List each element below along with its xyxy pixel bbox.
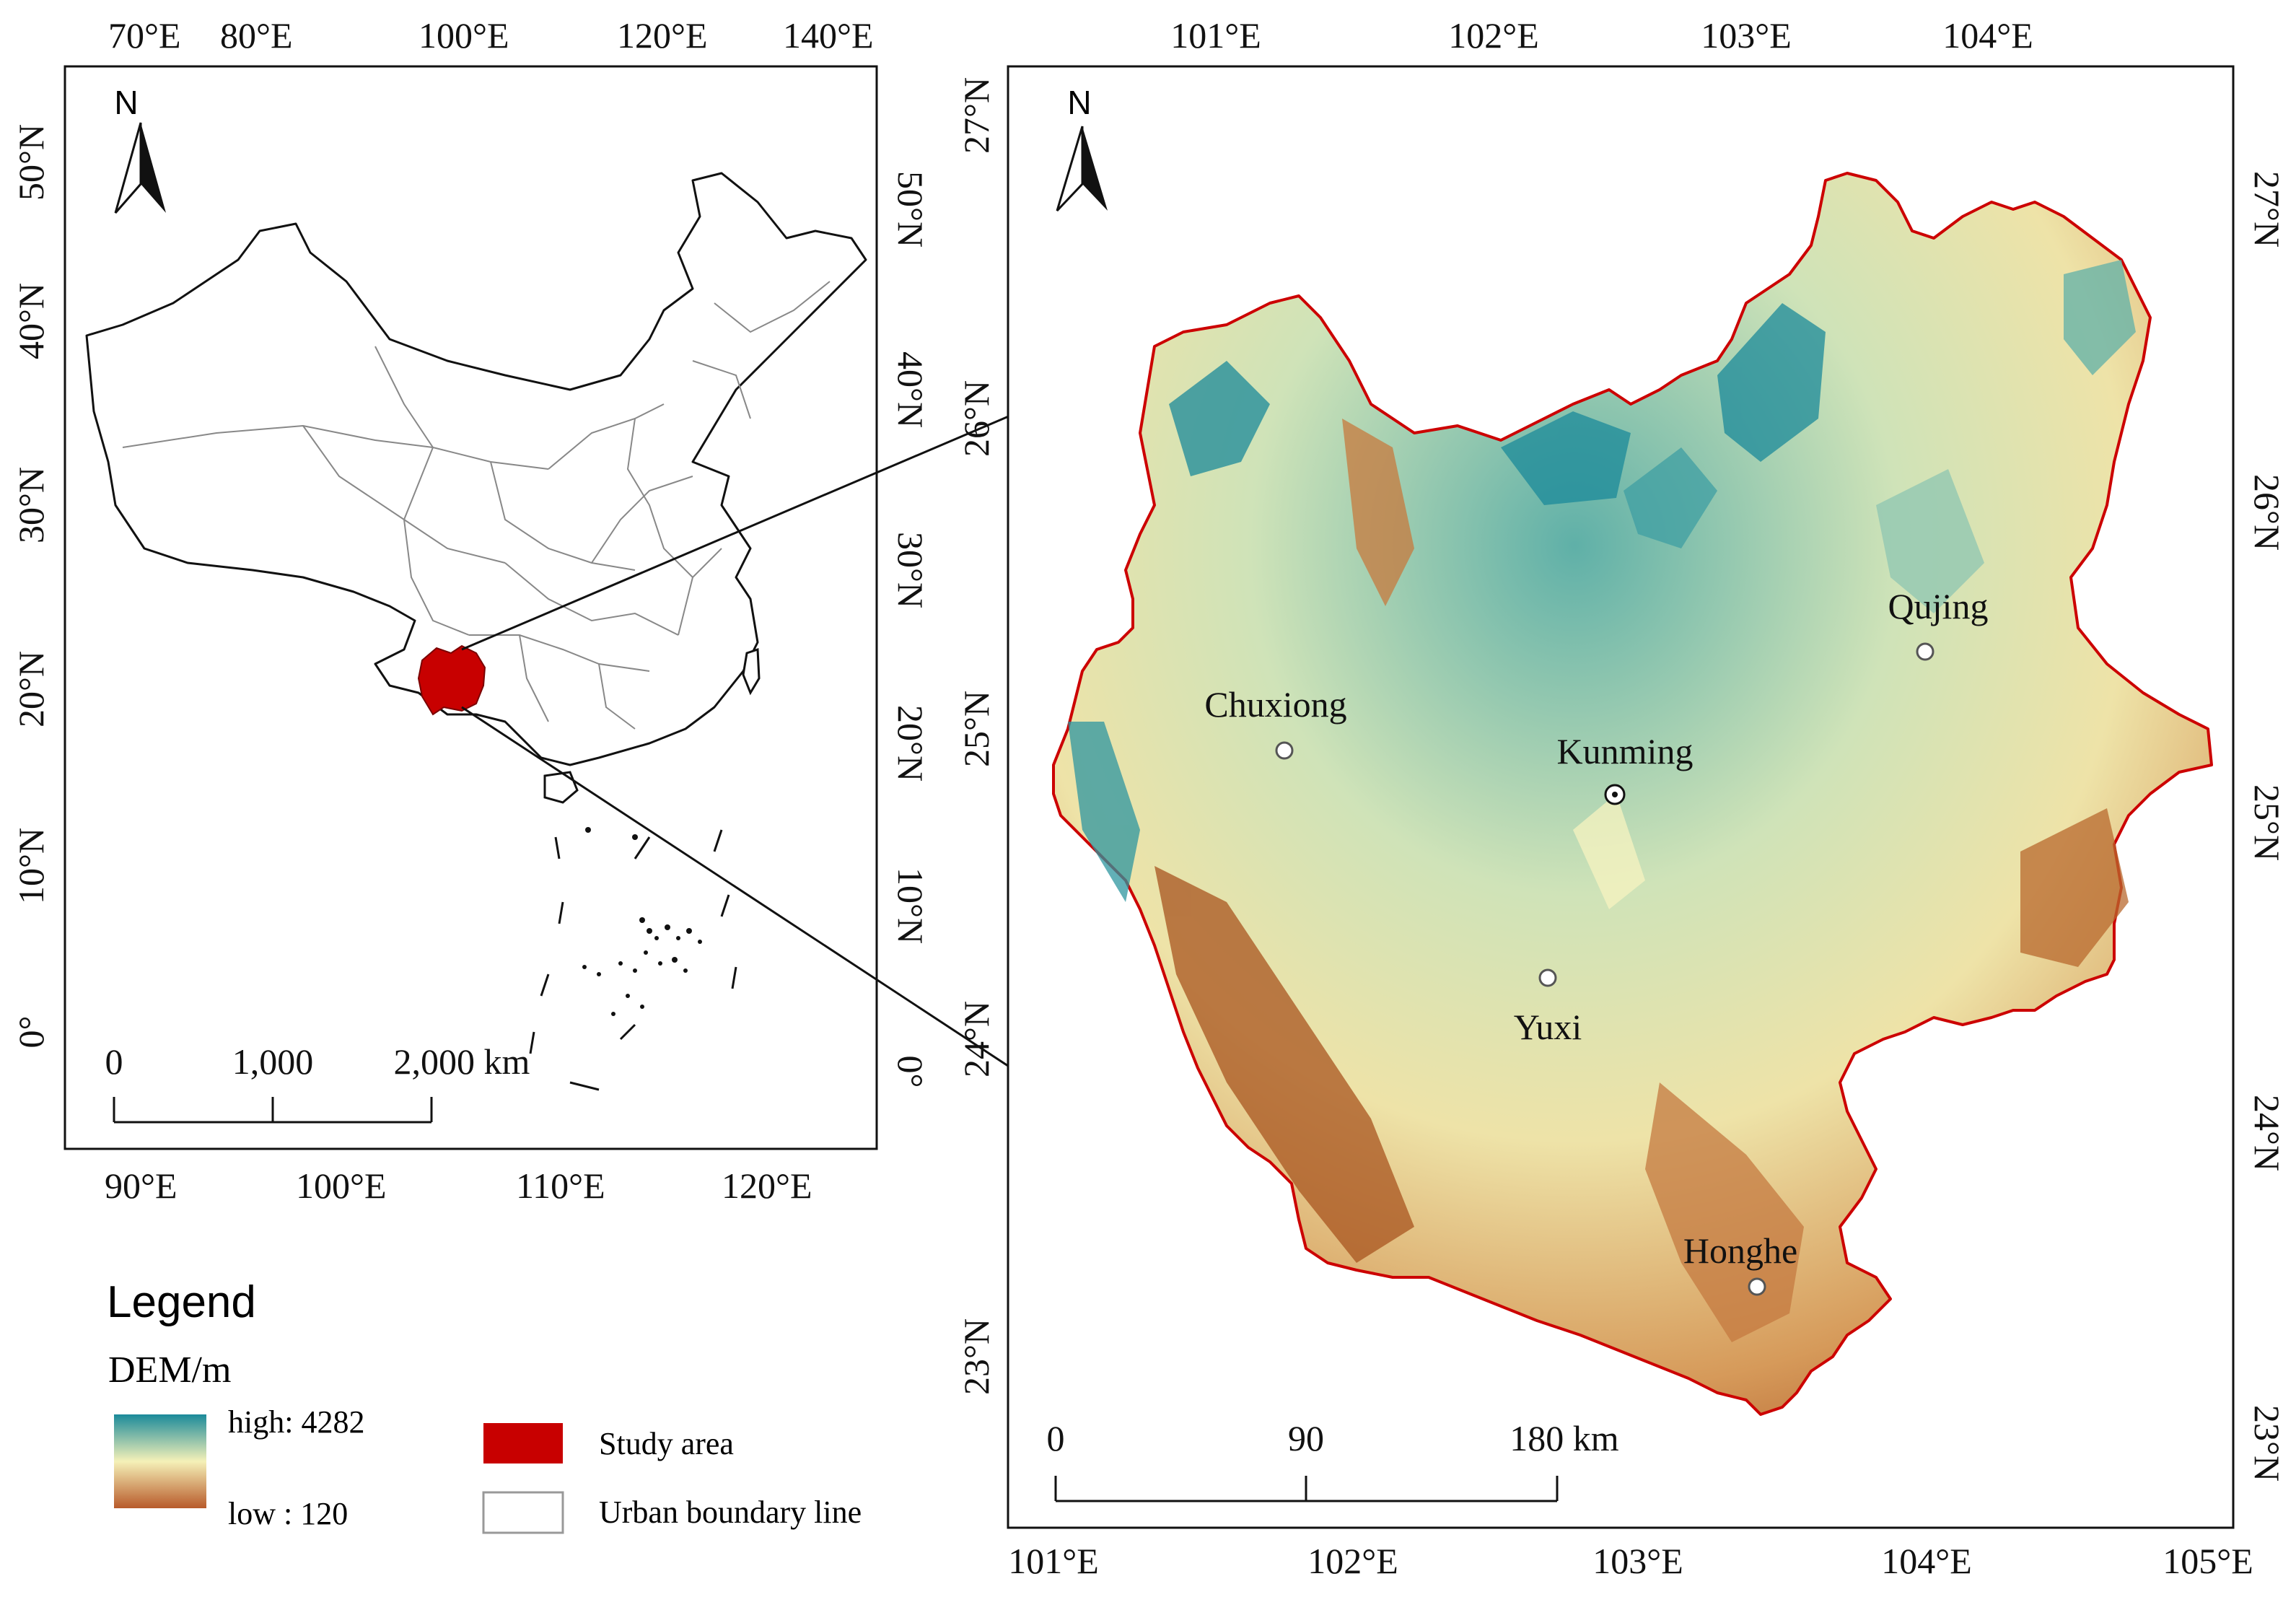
hainan-island <box>543 771 579 804</box>
china-bottom-lon-label: 110°E <box>516 1165 605 1206</box>
city-label-chuxiong: Chuxiong <box>1204 684 1346 725</box>
legend-study-area-label: Study area <box>599 1426 734 1461</box>
dem-left-lat-label: 27°N <box>956 77 996 154</box>
dem-north-arrow: N <box>1056 84 1108 212</box>
city-marker <box>1275 741 1294 760</box>
city-marker <box>1916 642 1934 661</box>
dem-top-lon-label: 101°E <box>1170 15 1261 56</box>
china-outline <box>85 172 867 766</box>
dem-bottom-lon-label: 104°E <box>1881 1541 1972 1581</box>
dem-left-lat-label: 25°N <box>956 691 996 767</box>
china-scale-bar: 0 1,000 2,000 km <box>105 1041 530 1124</box>
dem-scale-bar: 0 90 180 km <box>1047 1418 1619 1502</box>
dem-scale-label: 0 <box>1047 1418 1065 1458</box>
dem-scale-label: 90 <box>1288 1418 1324 1458</box>
china-scale-label: 1,000 <box>232 1041 314 1082</box>
dem-bottom-lon-label: 105°E <box>2163 1541 2253 1581</box>
china-left-lat-label: 30°N <box>11 467 51 543</box>
island-dots <box>582 827 702 1016</box>
dem-bottom-lon-label: 103°E <box>1592 1541 1683 1581</box>
dem-left-lat-label: 24°N <box>956 1001 996 1077</box>
legend-title: Legend <box>107 1277 256 1327</box>
china-right-lat-label: 10°N <box>890 867 931 944</box>
dem-right-lat-label: 23°N <box>2247 1405 2287 1482</box>
china-north-label: N <box>114 84 138 121</box>
dem-north-label: N <box>1067 84 1091 121</box>
dem-top-lon-label: 102°E <box>1448 15 1539 56</box>
legend-high-label: high: 4282 <box>228 1404 364 1440</box>
china-left-lat-labels: 50°N 40°N 30°N 20°N 10°N 0° <box>11 124 51 1049</box>
dem-scale-label: 180 km <box>1510 1418 1619 1458</box>
south-china-sea-islands <box>529 829 737 1091</box>
study-area-dem-map: 101°E 102°E 103°E 104°E 101°E 102°E 103°… <box>956 15 2287 1581</box>
dem-right-lat-label: 25°N <box>2247 784 2287 861</box>
china-left-lat-label: 20°N <box>11 651 51 727</box>
city-labels: Chuxiong Kunming Qujing Yuxi Honghe <box>1204 586 1988 1271</box>
china-north-arrow: N <box>114 84 166 214</box>
terrain-shading <box>1068 260 2136 1342</box>
china-left-lat-label: 40°N <box>11 283 51 359</box>
china-left-lat-label: 10°N <box>11 828 51 904</box>
city-markers <box>1275 642 1934 1296</box>
dem-color-ramp <box>114 1414 206 1508</box>
china-left-lat-label: 0° <box>11 1016 51 1049</box>
city-label-qujing: Qujing <box>1888 586 1989 626</box>
city-label-kunming: Kunming <box>1557 731 1693 771</box>
china-bottom-lon-label: 120°E <box>722 1165 812 1206</box>
china-right-lat-label: 30°N <box>890 532 931 608</box>
study-area-highlight <box>417 644 486 716</box>
dem-left-lat-label: 26°N <box>956 380 996 457</box>
city-marker <box>1538 968 1557 987</box>
china-bottom-lon-label: 90°E <box>105 1165 178 1206</box>
china-top-lon-label: 120°E <box>617 15 708 56</box>
china-top-lon-label: 100°E <box>419 15 509 56</box>
china-left-lat-label: 50°N <box>11 124 51 201</box>
dem-top-lon-label: 104°E <box>1942 15 2033 56</box>
china-top-lon-label: 140°E <box>783 15 874 56</box>
china-bottom-lon-label: 100°E <box>296 1165 387 1206</box>
study-area-swatch <box>483 1423 563 1463</box>
dem-top-lon-label: 103°E <box>1701 15 1792 56</box>
legend-dem-title: DEM/m <box>108 1349 231 1391</box>
legend-urban-label: Urban boundary line <box>599 1495 862 1530</box>
china-right-lat-labels: 50°N 40°N 30°N 20°N 10°N 0° <box>890 171 931 1088</box>
urban-boundary-swatch <box>482 1491 564 1534</box>
city-label-honghe: Honghe <box>1683 1230 1797 1271</box>
dem-bottom-lon-label: 101°E <box>1008 1541 1099 1581</box>
china-right-lat-label: 20°N <box>890 705 931 782</box>
legend-low-label: low : 120 <box>228 1496 348 1531</box>
china-top-lon-label: 80°E <box>220 15 293 56</box>
dem-right-lat-label: 26°N <box>2247 474 2287 551</box>
dem-right-lat-label: 27°N <box>2247 171 2287 248</box>
china-top-lon-label: 70°E <box>108 15 181 56</box>
taiwan-island <box>742 647 761 696</box>
city-marker <box>1748 1277 1766 1296</box>
china-scale-label: 0 <box>105 1041 123 1082</box>
city-label-yuxi: Yuxi <box>1514 1007 1582 1047</box>
china-scale-label: 2,000 km <box>394 1041 530 1082</box>
legend: Legend DEM/m high: 4282 low : 120 Study … <box>107 1277 862 1534</box>
china-inset-map: 70°E 80°E 100°E 120°E 140°E 90°E 100°E 1… <box>11 15 931 1206</box>
dem-left-lat-labels: 27°N 26°N 25°N 24°N 23°N <box>956 77 996 1395</box>
dem-left-lat-label: 23°N <box>956 1318 996 1395</box>
dem-right-lat-labels: 27°N 26°N 25°N 24°N 23°N <box>2247 171 2287 1482</box>
dem-bottom-lon-label: 102°E <box>1307 1541 1398 1581</box>
china-right-lat-label: 50°N <box>890 171 931 248</box>
dem-right-lat-label: 24°N <box>2247 1095 2287 1171</box>
china-right-lat-label: 40°N <box>890 351 931 428</box>
china-right-lat-label: 0° <box>890 1056 931 1088</box>
